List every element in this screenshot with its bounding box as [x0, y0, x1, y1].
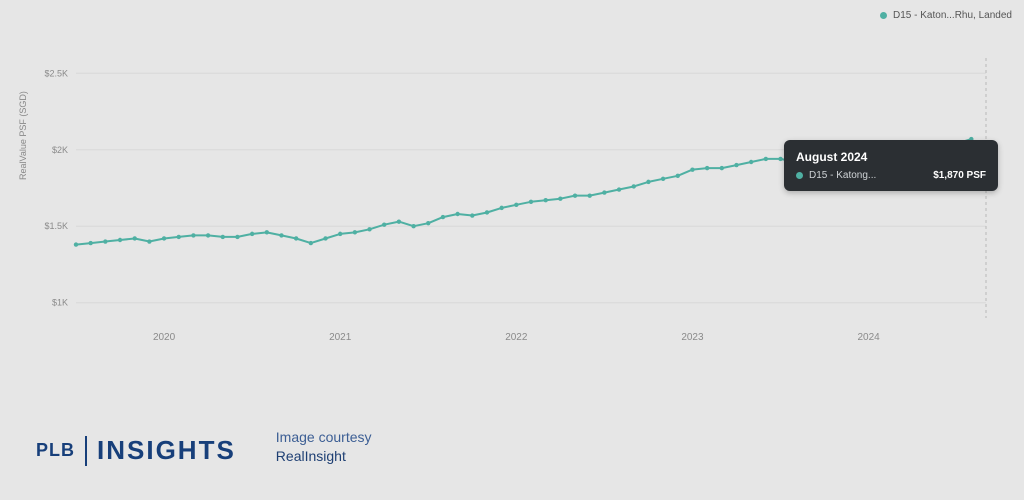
svg-text:$1K: $1K [52, 298, 68, 308]
credit-line1: Image courtesy [276, 428, 372, 447]
chart-tooltip: August 2024 D15 - Katong... $1,870 PSF [784, 140, 998, 191]
svg-text:$1.5K: $1.5K [44, 221, 68, 231]
svg-text:2020: 2020 [153, 332, 176, 343]
credit-line2: RealInsight [276, 447, 372, 466]
brand-plb: PLB [36, 440, 75, 461]
svg-text:2024: 2024 [857, 332, 880, 343]
chart-legend: D15 - Katon...Rhu, Landed [880, 10, 1012, 21]
brand-logo: PLB INSIGHTS [36, 435, 236, 466]
svg-text:$2K: $2K [52, 145, 68, 155]
legend-label: D15 - Katon...Rhu, Landed [893, 10, 1012, 21]
svg-text:$2.5K: $2.5K [44, 68, 68, 78]
svg-text:2021: 2021 [329, 332, 352, 343]
legend-dot-icon [880, 12, 887, 19]
y-axis-caption: RealValue PSF (SGD) [18, 91, 28, 180]
tooltip-series-label: D15 - Katong... [809, 170, 876, 181]
price-chart[interactable]: $1K $1.5K $2K $2.5K 2020 2021 2022 2023 2024 Aug… [36, 48, 996, 348]
tooltip-series: D15 - Katong... [796, 170, 876, 181]
credit-text: Image courtesy RealInsight [276, 428, 372, 466]
svg-text:2023: 2023 [681, 332, 704, 343]
tooltip-title: August 2024 [796, 150, 986, 164]
chart-svg: $1K $1.5K $2K $2.5K 2020 2021 2022 2023 2024 [36, 48, 996, 348]
brand-insights: INSIGHTS [97, 435, 236, 466]
tooltip-dot-icon [796, 172, 803, 179]
tooltip-value: $1,870 PSF [933, 170, 986, 181]
brand-divider [85, 436, 87, 466]
svg-text:2022: 2022 [505, 332, 528, 343]
